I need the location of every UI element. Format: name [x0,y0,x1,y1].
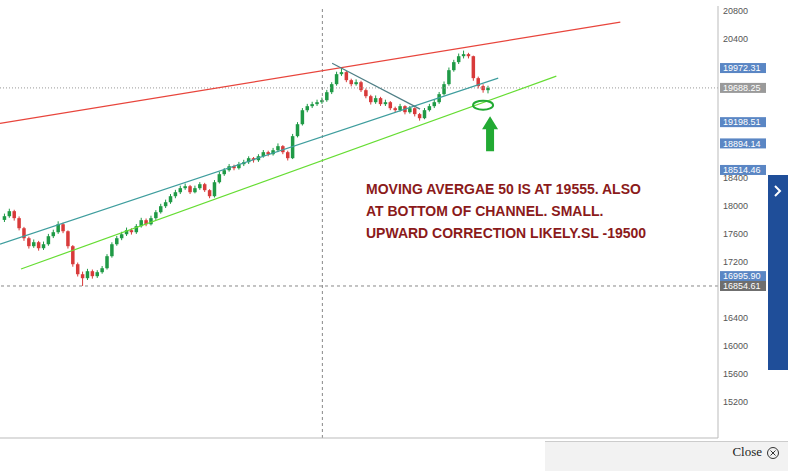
svg-text:19198.51: 19198.51 [723,117,761,127]
svg-text:19688.25: 19688.25 [723,83,761,93]
svg-text:20800: 20800 [723,6,748,16]
svg-text:18000: 18000 [723,201,748,211]
svg-text:20400: 20400 [723,34,748,44]
svg-text:16400: 16400 [723,313,748,323]
svg-text:17200: 17200 [723,257,748,267]
svg-text:17600: 17600 [723,229,748,239]
html-text:MOVING AVERGAE 50 IS AT 19555.: MOVING AVERGAE 50 IS AT 19555. ALSO [366,181,641,197]
svg-text:18400: 18400 [723,173,748,184]
svg-text:15600: 15600 [723,369,748,379]
svg-text:16000: 16000 [723,341,748,351]
html-text:UPWARD CORRECTION LIKELY.SL -1: UPWARD CORRECTION LIKELY.SL -19500 [366,225,647,241]
svg-text:18894.14: 18894.14 [723,139,761,149]
svg-text:16995.90: 16995.90 [723,271,761,281]
svg-text:18514.46: 18514.46 [723,165,761,175]
svg-text:16854.61: 16854.61 [723,281,761,291]
html-text:AT BOTTOM OF CHANNEL. SMALL.: AT BOTTOM OF CHANNEL. SMALL. [366,203,604,219]
svg-text:19972.31: 19972.31 [723,63,761,73]
svg-text:15200: 15200 [723,397,748,407]
html-text:Close: Close [732,444,762,459]
